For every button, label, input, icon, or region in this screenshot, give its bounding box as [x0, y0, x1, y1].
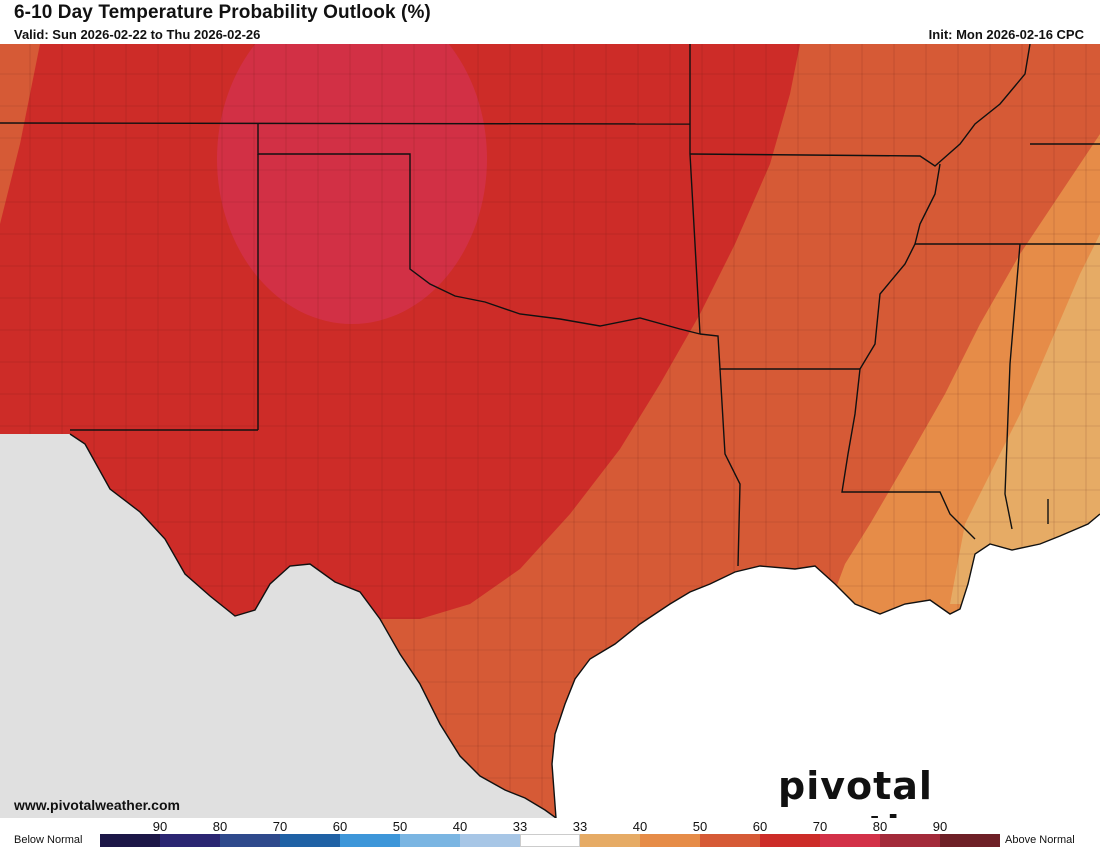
legend-tick: 70 — [812, 819, 828, 834]
legend-swatch — [820, 834, 880, 847]
legend-tick: 33 — [572, 819, 588, 834]
legend-swatch — [640, 834, 700, 847]
legend-below-label: Below Normal — [14, 834, 83, 846]
legend-swatch — [460, 834, 520, 847]
legend-tick: 40 — [632, 819, 648, 834]
color-legend: Below Normal Above Normal 90 80 70 60 50 40 33… — [0, 818, 1100, 850]
legend-tick: 90 — [152, 819, 168, 834]
legend-tick: 40 — [452, 819, 468, 834]
legend-swatch — [580, 834, 640, 847]
legend-above-label: Above Normal — [1005, 834, 1075, 846]
legend-tick: 90 — [932, 819, 948, 834]
legend-tick: 60 — [332, 819, 348, 834]
zone-above-70 — [0, 44, 800, 619]
county-lines — [0, 44, 1100, 818]
legend-swatch — [940, 834, 1000, 847]
header: 6-10 Day Temperature Probability Outlook… — [0, 0, 1100, 44]
zone-above-40 — [950, 234, 1100, 604]
legend-swatch — [700, 834, 760, 847]
init-time: Init: Mon 2026-02-16 CPC — [928, 27, 1084, 42]
legend-tick: 60 — [752, 819, 768, 834]
website-url: www.pivotalweather.com — [14, 797, 180, 813]
state-borders — [0, 44, 1100, 818]
legend-swatch — [520, 834, 580, 847]
legend-swatch — [880, 834, 940, 847]
legend-tick: 70 — [272, 819, 288, 834]
legend-tick: 80 — [212, 819, 228, 834]
legend-swatch — [760, 834, 820, 847]
map-title: 6-10 Day Temperature Probability Outlook… — [14, 2, 431, 23]
valid-period: Valid: Sun 2026-02-22 to Thu 2026-02-26 — [14, 27, 261, 42]
legend-swatch — [160, 834, 220, 847]
legend-tick: 50 — [392, 819, 408, 834]
legend-swatch — [340, 834, 400, 847]
legend-tick: 80 — [872, 819, 888, 834]
map-canvas — [0, 44, 1100, 818]
forecast-map[interactable] — [0, 44, 1100, 818]
legend-swatch — [100, 834, 160, 847]
legend-swatch — [400, 834, 460, 847]
legend-swatch — [280, 834, 340, 847]
legend-swatch — [220, 834, 280, 847]
zone-above-80 — [217, 44, 487, 324]
legend-tick: 50 — [692, 819, 708, 834]
legend-tick: 33 — [512, 819, 528, 834]
